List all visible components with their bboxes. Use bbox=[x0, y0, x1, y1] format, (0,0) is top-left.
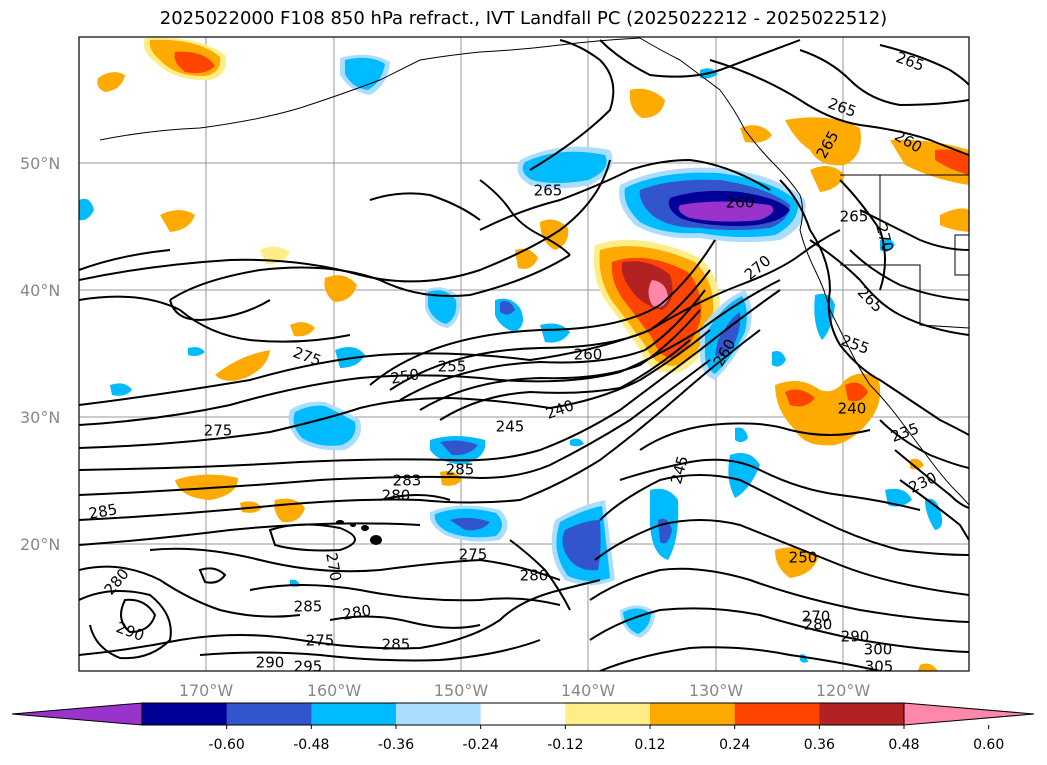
coastlines bbox=[99, 37, 969, 506]
contour-label: 305 bbox=[865, 658, 894, 676]
contour-label: 295 bbox=[294, 658, 323, 676]
lon-tick-120w: 120°W bbox=[816, 681, 871, 700]
colorbar-segment bbox=[480, 703, 566, 725]
contour-label: 270 bbox=[802, 608, 831, 626]
contour-label: 245 bbox=[496, 418, 525, 436]
contour-label: 275 bbox=[459, 546, 488, 564]
colorbar-segment bbox=[226, 703, 312, 725]
colorbar-tick-label: -0.36 bbox=[378, 737, 414, 753]
contour-label: 265 bbox=[534, 182, 563, 200]
colorbar-segment bbox=[311, 703, 397, 725]
lon-tick-140w: 140°W bbox=[561, 681, 616, 700]
contour-label: 280 bbox=[804, 616, 833, 634]
colorbar-tick-label: -0.60 bbox=[209, 737, 245, 753]
colorbar-segment bbox=[142, 703, 228, 725]
lat-tick-20n: 20°N bbox=[20, 535, 60, 554]
colorbar: -0.60 -0.48 -0.36 -0.24 -0.12 0.12 0.24 0.36 0.4… bbox=[11, 702, 1035, 753]
lat-tick-30n: 30°N bbox=[20, 408, 60, 427]
lon-tick-170w: 170°W bbox=[179, 681, 234, 700]
colorbar-segment bbox=[734, 703, 820, 725]
contour-label: 290 bbox=[841, 628, 870, 646]
colorbar-extend-low bbox=[11, 702, 143, 726]
contour-label: 275 bbox=[306, 632, 335, 650]
lat-tick-40n: 40°N bbox=[20, 281, 60, 300]
lon-tick-130w: 130°W bbox=[689, 681, 744, 700]
colorbar-tick-label: -0.24 bbox=[463, 737, 499, 753]
contour-label: 250 bbox=[789, 549, 818, 567]
colorbar-tick-label: 0.36 bbox=[804, 737, 835, 753]
contour-label: 285 bbox=[446, 461, 475, 479]
colorbar-segment bbox=[819, 703, 905, 725]
contour-label: 265 bbox=[840, 208, 869, 226]
colorbar-tick-label: 0.12 bbox=[634, 737, 665, 753]
hawaii-islands bbox=[336, 520, 382, 545]
lon-tick-160w: 160°W bbox=[307, 681, 362, 700]
contour-label: 275 bbox=[204, 422, 233, 440]
contour-label: 285 bbox=[87, 500, 118, 523]
contour-label: 300 bbox=[864, 641, 893, 659]
colorbar-tick-label: 0.24 bbox=[719, 737, 750, 753]
map-title: 2025022000 F108 850 hPa refract., IVT La… bbox=[159, 8, 888, 29]
colorbar-tick-label: -0.48 bbox=[293, 737, 329, 753]
lon-tick-150w: 150°W bbox=[434, 681, 489, 700]
contour-label: 255 bbox=[438, 358, 467, 376]
contour-label: 240 bbox=[838, 400, 867, 418]
colorbar-tick-label: -0.12 bbox=[547, 737, 583, 753]
colorbar-tick-label: 0.48 bbox=[888, 737, 919, 753]
colorbar-segment bbox=[565, 703, 651, 725]
contour-label: 250 bbox=[389, 365, 420, 388]
colorbar-tick-label: 0.60 bbox=[973, 737, 1004, 753]
colorbar-segment bbox=[650, 703, 736, 725]
lat-tick-50n: 50°N bbox=[20, 154, 60, 173]
map-plot-area bbox=[79, 37, 969, 671]
contour-label: 260 bbox=[726, 194, 755, 212]
contour-label: 290 bbox=[256, 654, 285, 672]
contour-label: 280 bbox=[520, 567, 549, 585]
contour-label: 283 bbox=[393, 472, 422, 490]
colorbar-outline bbox=[141, 702, 905, 726]
contour-lines bbox=[79, 39, 969, 671]
contour-label: 260 bbox=[574, 346, 603, 364]
contour-label: 270 bbox=[322, 551, 345, 582]
contour-label: 280 bbox=[341, 601, 372, 624]
contour-label: 285 bbox=[382, 636, 411, 654]
colorbar-extend-high bbox=[903, 702, 1035, 726]
contour-label: 280 bbox=[382, 487, 411, 505]
map-frame bbox=[78, 36, 970, 672]
contour-label: 285 bbox=[294, 598, 323, 616]
colorbar-segment bbox=[396, 703, 482, 725]
